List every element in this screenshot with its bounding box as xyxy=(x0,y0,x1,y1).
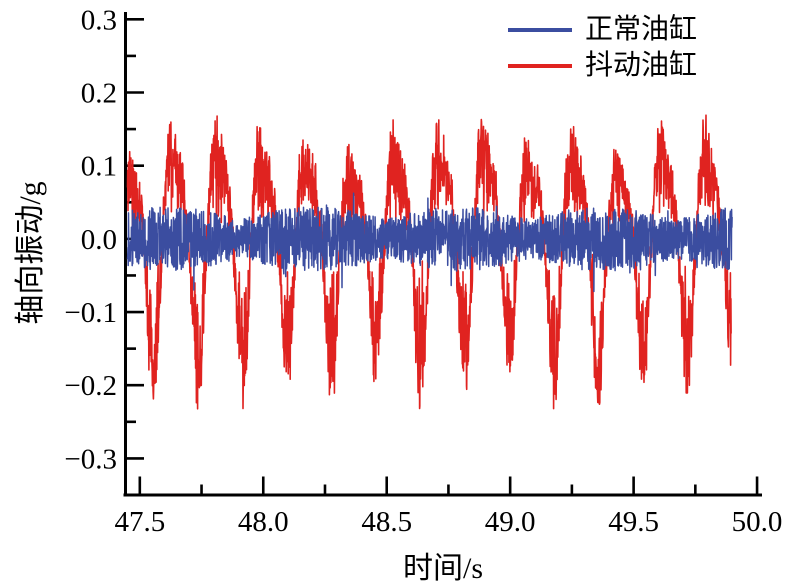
legend-label-jitter: 抖动油缸 xyxy=(585,50,698,81)
x-tick-label: 49.5 xyxy=(608,506,659,538)
x-tick-label: 48.5 xyxy=(361,506,412,538)
x-tick-label: 49.0 xyxy=(485,506,536,538)
y-tick-label: −0.1 xyxy=(64,297,117,329)
y-tick-label: 0.1 xyxy=(81,151,117,183)
legend-entry-jitter: 抖动油缸 xyxy=(508,48,697,84)
x-tick-label: 47.5 xyxy=(114,506,165,538)
legend-entry-normal: 正常油缸 xyxy=(508,12,697,48)
legend: 正常油缸 抖动油缸 xyxy=(508,12,697,84)
y-tick-label: 0.2 xyxy=(81,78,117,110)
legend-line-normal-icon xyxy=(508,28,572,32)
x-axis-label: 时间/s xyxy=(402,552,484,585)
y-tick-label: −0.2 xyxy=(64,370,117,402)
legend-label-normal: 正常油缸 xyxy=(585,14,698,45)
y-tick-label: 0.0 xyxy=(81,224,117,256)
y-tick-label: 0.3 xyxy=(81,4,117,36)
series-normal-cylinder xyxy=(126,192,733,293)
y-axis-label: 轴向振动/g xyxy=(14,181,47,325)
x-tick-label: 50.0 xyxy=(732,506,783,538)
x-tick-label: 48.0 xyxy=(238,506,289,538)
y-tick-label: −0.3 xyxy=(64,443,117,475)
legend-line-jitter-icon xyxy=(508,64,572,68)
